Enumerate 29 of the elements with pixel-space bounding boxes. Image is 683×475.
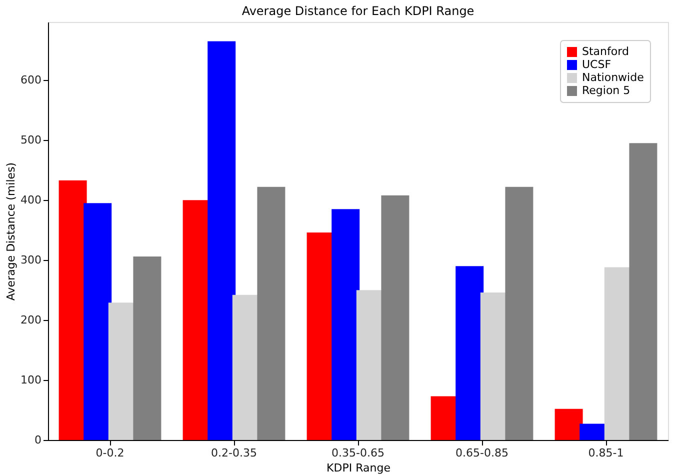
y-tick-label: 400 bbox=[20, 194, 42, 207]
bar bbox=[133, 256, 162, 440]
legend-label: Stanford bbox=[582, 45, 629, 58]
bar bbox=[257, 186, 286, 440]
chart-title: Average Distance for Each KDPI Range bbox=[242, 4, 474, 18]
x-tick-label: 0.85-1 bbox=[588, 446, 624, 460]
y-tick-label: 200 bbox=[20, 314, 42, 327]
bar bbox=[456, 266, 484, 440]
y-tick-label: 600 bbox=[20, 74, 42, 87]
y-axis-title: Average Distance (miles) bbox=[4, 162, 18, 301]
y-tick-label: 0 bbox=[34, 434, 42, 446]
x-tick-label: 0.65-0.85 bbox=[456, 446, 508, 460]
legend-label: Nationwide bbox=[582, 71, 644, 84]
x-axis-title: KDPI Range bbox=[326, 462, 391, 474]
x-tick-label: 0.2-0.35 bbox=[211, 446, 257, 460]
bar bbox=[381, 195, 410, 440]
y-tick-label: 300 bbox=[20, 254, 42, 267]
bar bbox=[554, 408, 583, 440]
legend-label: UCSF bbox=[582, 58, 612, 71]
y-tick-label: 100 bbox=[20, 374, 42, 387]
x-tick-label: 0.35-0.65 bbox=[332, 446, 384, 460]
legend-label: Region 5 bbox=[582, 84, 630, 97]
bar bbox=[505, 186, 534, 440]
bar bbox=[208, 41, 236, 440]
bar bbox=[84, 203, 112, 440]
y-tick-label: 500 bbox=[20, 134, 42, 147]
x-tick-label: 0-0.2 bbox=[96, 446, 124, 460]
bar bbox=[332, 209, 360, 440]
bar bbox=[629, 143, 658, 440]
